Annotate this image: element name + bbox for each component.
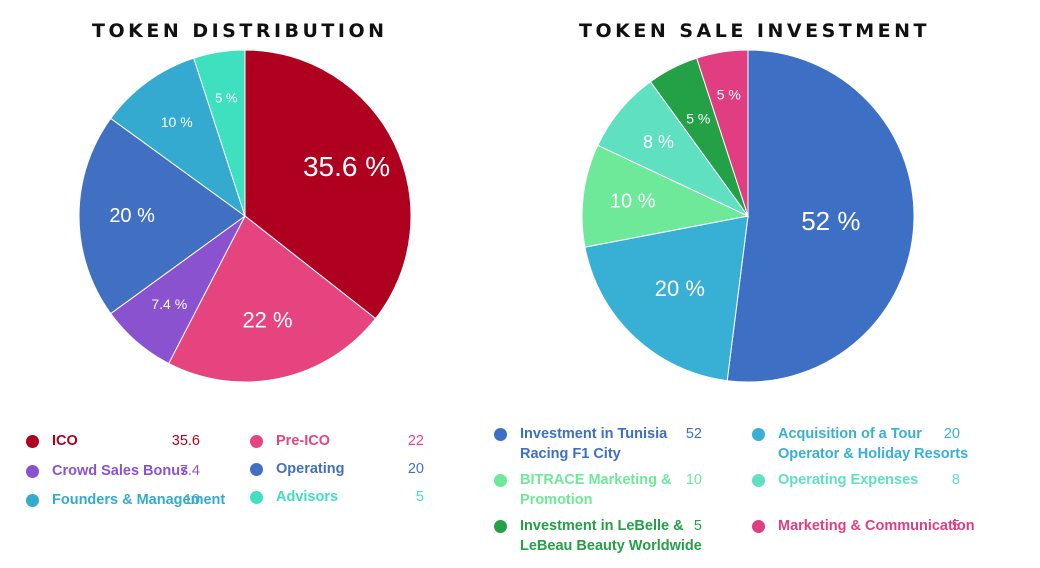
pie-slice-advisors: [193, 49, 246, 217]
pie-slice-marketing-communication: [696, 49, 749, 217]
legend-swatch: [752, 428, 765, 441]
slice-label-advisors: 5 %: [215, 90, 238, 105]
legend-label: Operating Expenses: [778, 472, 919, 488]
slice-label-acquisition-of-a-tour-operator-holiday-resorts: 20 %: [655, 276, 705, 301]
slice-label-ico: 35.6 %: [303, 151, 390, 182]
slice-label-marketing-communication: 5 %: [717, 87, 741, 103]
pie-slice-acquisition-of-a-tour-operator-holiday-resorts: [584, 215, 749, 382]
legend-value: 8: [951, 472, 960, 488]
pie-slice-ico: [244, 49, 412, 320]
legend-label: Advisors: [276, 489, 339, 505]
legend-value: 20: [943, 426, 960, 442]
slice-label-pre-ico: 22 %: [242, 307, 292, 332]
legend-value: 10: [685, 472, 702, 488]
pie-slice-founders-management: [110, 57, 246, 218]
legend-label: Investment in Tunisia Racing F1 City: [520, 426, 668, 462]
legend-value: 22: [407, 433, 424, 449]
pie-slice-investment-in-tunisia-racing-f1-city: [726, 49, 915, 383]
legend-swatch: [26, 435, 39, 448]
slice-label-investment-in-tunisia-racing-f1-city: 52 %: [801, 206, 860, 236]
legend-value: 5: [951, 518, 960, 534]
slice-label-bitrace-marketing-promotion: 10 %: [610, 190, 656, 212]
slice-label-founders-management: 10 %: [161, 114, 193, 130]
legend-swatch: [250, 435, 263, 448]
legend-label: Crowd Sales Bonus: [52, 463, 189, 479]
legend-label: BITRACE Marketing & Promotion: [520, 472, 672, 508]
legend-label: Acquisition of a Tour Operator & Holiday…: [778, 426, 969, 462]
slice-label-investment-in-lebelle-lebeau-beauty-worldwide: 5 %: [686, 110, 710, 126]
legend-swatch: [26, 494, 39, 507]
legend-value: 52: [685, 426, 702, 442]
legend-label: Pre-ICO: [276, 433, 330, 449]
legend-swatch: [494, 520, 507, 533]
token-sale-investment-title: TOKEN SALE INVESTMENT: [579, 20, 930, 42]
slice-label-operating: 20 %: [109, 205, 155, 227]
legend-swatch: [26, 465, 39, 478]
token-distribution-title: TOKEN DISTRIBUTION: [92, 20, 388, 42]
legend-swatch: [494, 474, 507, 487]
slice-label-operating-expenses: 8 %: [643, 132, 674, 152]
legend-value: 10: [183, 492, 200, 508]
legend-label: Operating: [276, 461, 345, 477]
legend-label: ICO: [52, 433, 78, 449]
legend-label: Marketing & Communication: [778, 518, 975, 534]
pie-slice-operating: [78, 117, 246, 315]
legend-swatch: [250, 491, 263, 504]
pie-slice-bitrace-marketing-promotion: [581, 144, 750, 248]
legend-value: 5: [693, 518, 702, 534]
legend-swatch: [752, 520, 765, 533]
legend-value: 35.6: [171, 433, 200, 449]
legend-value: 5: [415, 489, 424, 505]
legend-value: 7.4: [179, 463, 200, 479]
pie-slice-pre-ico: [168, 215, 377, 383]
legend-value: 20: [407, 461, 424, 477]
legend-swatch: [752, 474, 765, 487]
legend-label: Founders & Management: [52, 492, 226, 508]
slice-label-crowd-sales-bonus: 7.4 %: [151, 296, 187, 312]
legend-swatch: [494, 428, 507, 441]
legend-label: Investment in LeBelle & LeBeau Beauty Wo…: [520, 518, 702, 554]
legend-swatch: [250, 463, 263, 476]
